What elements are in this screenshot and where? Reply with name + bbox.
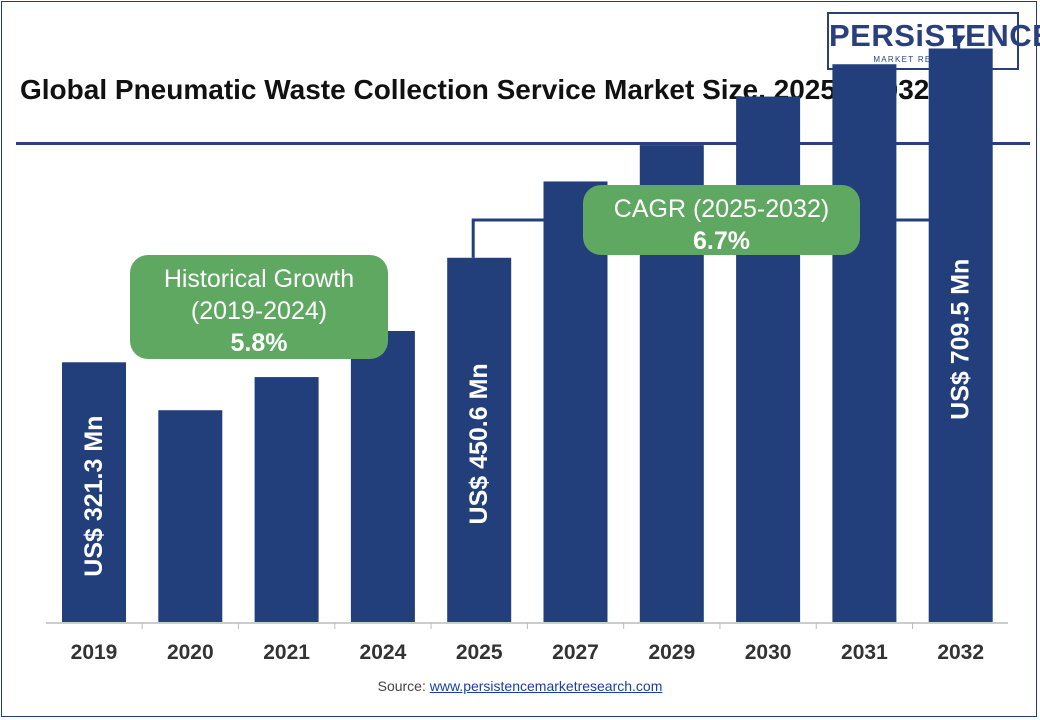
cagr-callout-box bbox=[583, 185, 860, 255]
logo-wordmark: PERSiSTENCE bbox=[829, 18, 1040, 53]
bar-2032 bbox=[928, 48, 993, 623]
source-link[interactable]: www.persistencemarketresearch.com bbox=[429, 678, 663, 694]
bar-2025 bbox=[447, 257, 512, 622]
bar-2031 bbox=[832, 64, 897, 622]
logo-tagline: MARKET RESEARCH bbox=[873, 55, 973, 64]
x-tick-label-2021: 2021 bbox=[263, 641, 310, 664]
bar-2030 bbox=[736, 96, 801, 623]
x-tick-label-2030: 2030 bbox=[745, 641, 792, 664]
source-line: Source: www.persistencemarketresearch.co… bbox=[0, 678, 1040, 694]
historical-growth-callout: Historical Growth (2019-2024) 5.8% bbox=[130, 255, 388, 359]
historical-growth-callout-box bbox=[130, 255, 388, 359]
title-underline bbox=[16, 142, 1030, 145]
data-label-2032: US$ 709.5 Mn bbox=[947, 259, 975, 420]
historical-growth-callout-line-1: (2019-2024) bbox=[191, 297, 327, 325]
x-tick-label-2024: 2024 bbox=[360, 641, 407, 664]
historical-growth-callout-value: 5.8% bbox=[231, 329, 288, 357]
bar-2027 bbox=[543, 181, 608, 623]
x-tick-label-2019: 2019 bbox=[71, 641, 118, 664]
bar-2024 bbox=[350, 331, 415, 622]
source-label: Source: bbox=[377, 678, 426, 694]
cagr-callout-value: 6.7% bbox=[693, 227, 750, 255]
x-tick-label-2020: 2020 bbox=[167, 641, 214, 664]
persistence-logo: PERSiSTENCE MARKET RESEARCH bbox=[827, 12, 1040, 70]
cagr-connector-arrow bbox=[951, 35, 966, 46]
x-tick-label-2027: 2027 bbox=[552, 641, 599, 664]
cagr-callout: CAGR (2025-2032) 6.7% bbox=[583, 185, 860, 255]
x-tick-label-2025: 2025 bbox=[456, 641, 503, 664]
cagr-callout-line-0: CAGR (2025-2032) bbox=[614, 195, 829, 223]
bar-2020 bbox=[158, 410, 223, 622]
data-label-2025: US$ 450.6 Mn bbox=[465, 363, 493, 524]
data-label-2019: US$ 321.3 Mn bbox=[80, 416, 108, 577]
x-tick-label-2032: 2032 bbox=[937, 641, 984, 664]
x-tick-label-2029: 2029 bbox=[648, 641, 695, 664]
x-tick-label-2031: 2031 bbox=[841, 641, 888, 664]
bar-2019 bbox=[62, 362, 126, 622]
historical-growth-callout-line-0: Historical Growth bbox=[164, 265, 354, 293]
bar-2021 bbox=[254, 377, 319, 622]
